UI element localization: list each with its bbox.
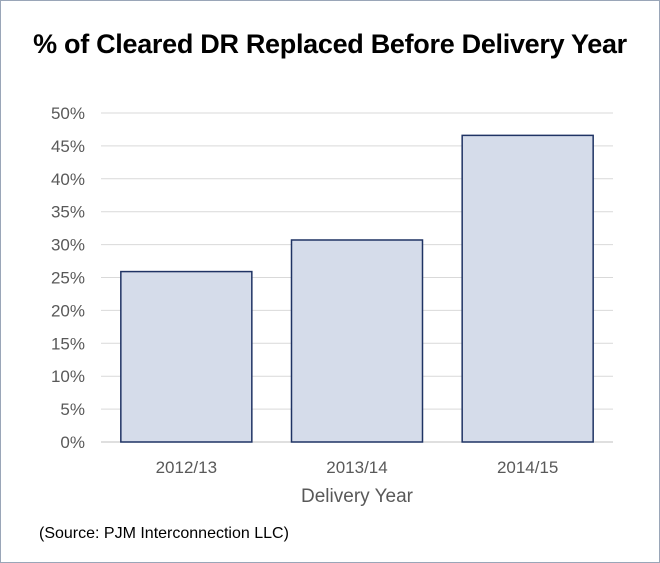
y-tick-label: 45% [51, 137, 85, 156]
x-axis-label: Delivery Year [301, 486, 414, 507]
bar [290, 239, 424, 443]
bar [120, 270, 253, 443]
y-tick-label: 25% [51, 269, 85, 288]
x-axis-ticks: 2012/13 2013/14 2014/15 [156, 458, 559, 477]
y-tick-label: 0% [60, 433, 85, 452]
x-tick-label: 2013/14 [326, 458, 387, 477]
y-tick-label: 15% [51, 334, 85, 353]
x-tick-label: 2012/13 [156, 458, 217, 477]
y-axis-ticks: 0% 5% 10% 15% 20% 25% 30% 35% 40% 45% 50% [51, 104, 85, 452]
y-tick-label: 50% [51, 104, 85, 123]
source-note: (Source: PJM Interconnection LLC) [39, 525, 289, 542]
chart-title: % of Cleared DR Replaced Before Delivery… [33, 29, 627, 59]
y-tick-label: 20% [51, 301, 85, 320]
bars [120, 134, 594, 443]
y-tick-label: 35% [51, 203, 85, 222]
bar [461, 134, 594, 443]
y-tick-label: 30% [51, 236, 85, 255]
y-tick-label: 5% [60, 400, 85, 419]
y-tick-label: 40% [51, 170, 85, 189]
y-tick-label: 10% [51, 367, 85, 386]
x-tick-label: 2014/15 [497, 458, 558, 477]
